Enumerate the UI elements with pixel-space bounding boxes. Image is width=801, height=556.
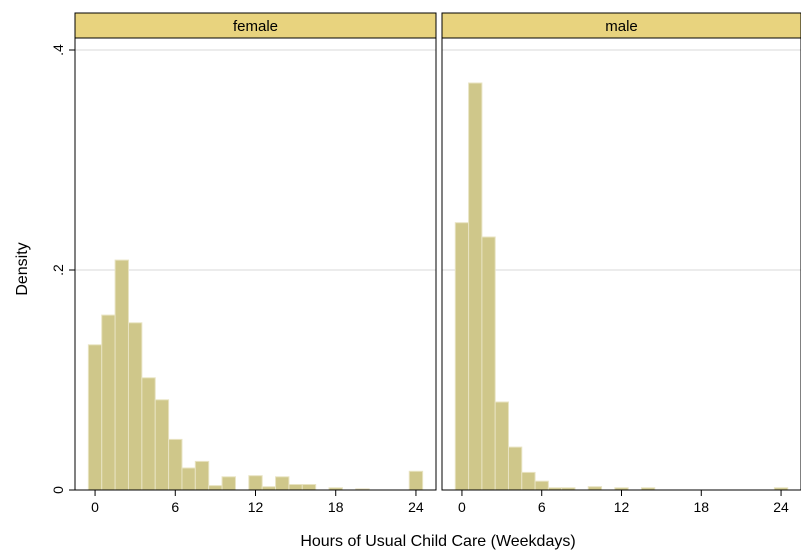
facet-strip-female bbox=[74, 12, 437, 39]
y-axis-ticks: 0 .2 .4 bbox=[50, 44, 75, 494]
plot-frame-male bbox=[441, 37, 801, 491]
histogram-bar bbox=[507, 446, 523, 491]
histogram-bar bbox=[141, 377, 156, 491]
y-axis-title: Density bbox=[14, 242, 31, 295]
facet-strip-label-female: female bbox=[233, 18, 278, 35]
histogram-bar bbox=[168, 438, 183, 491]
x-tick-label: 6 bbox=[538, 499, 546, 515]
histogram-bar bbox=[275, 476, 290, 491]
x-ticks-male: 0 6 12 18 24 bbox=[458, 490, 789, 515]
histogram-bar bbox=[494, 401, 509, 491]
y-tick-label: .2 bbox=[50, 264, 66, 276]
bars-male bbox=[454, 82, 789, 491]
gridlines-female bbox=[75, 49, 436, 271]
histogram-bar bbox=[288, 484, 303, 491]
x-tick-label: 0 bbox=[458, 499, 466, 515]
x-tick-label: 18 bbox=[328, 499, 344, 515]
gridlines-male bbox=[442, 49, 801, 271]
histogram-bar bbox=[101, 314, 116, 491]
histogram-bar bbox=[534, 480, 549, 491]
histogram-bar bbox=[114, 259, 129, 491]
y-tick-label: 0 bbox=[50, 486, 66, 494]
x-tick-label: 12 bbox=[614, 499, 630, 515]
facet-strip-label-male: male bbox=[605, 18, 638, 35]
histogram-bar bbox=[181, 467, 196, 491]
x-axis-title: Hours of Usual Child Care (Weekdays) bbox=[300, 533, 575, 550]
histogram-bar bbox=[194, 460, 210, 491]
histogram-bar bbox=[408, 470, 424, 491]
x-tick-label: 6 bbox=[171, 499, 179, 515]
histogram-bar bbox=[221, 476, 236, 491]
x-tick-label: 12 bbox=[248, 499, 264, 515]
histogram-bar bbox=[301, 484, 317, 491]
facet-panel-female: female 0 6 12 18 24 bbox=[74, 12, 437, 515]
histogram-bar bbox=[248, 475, 263, 491]
y-tick-label: .4 bbox=[50, 44, 66, 56]
x-tick-label: 18 bbox=[693, 499, 709, 515]
histogram-bar bbox=[481, 236, 496, 491]
x-tick-label: 24 bbox=[773, 499, 789, 515]
histogram-bar bbox=[468, 82, 483, 491]
facet-panel-male: male 0 6 12 18 24 bbox=[441, 12, 801, 515]
plot-frame-female bbox=[74, 37, 437, 491]
histogram-bar bbox=[127, 322, 143, 491]
histogram-bar bbox=[208, 485, 223, 491]
histogram-bar bbox=[87, 344, 103, 491]
histogram-bar bbox=[154, 399, 170, 491]
x-ticks-female: 0 6 12 18 24 bbox=[91, 490, 424, 515]
x-tick-label: 24 bbox=[408, 499, 424, 515]
x-tick-label: 0 bbox=[91, 499, 99, 515]
facet-strip-male bbox=[441, 12, 801, 39]
histogram-bar bbox=[454, 222, 470, 491]
histogram-bar bbox=[521, 471, 536, 491]
